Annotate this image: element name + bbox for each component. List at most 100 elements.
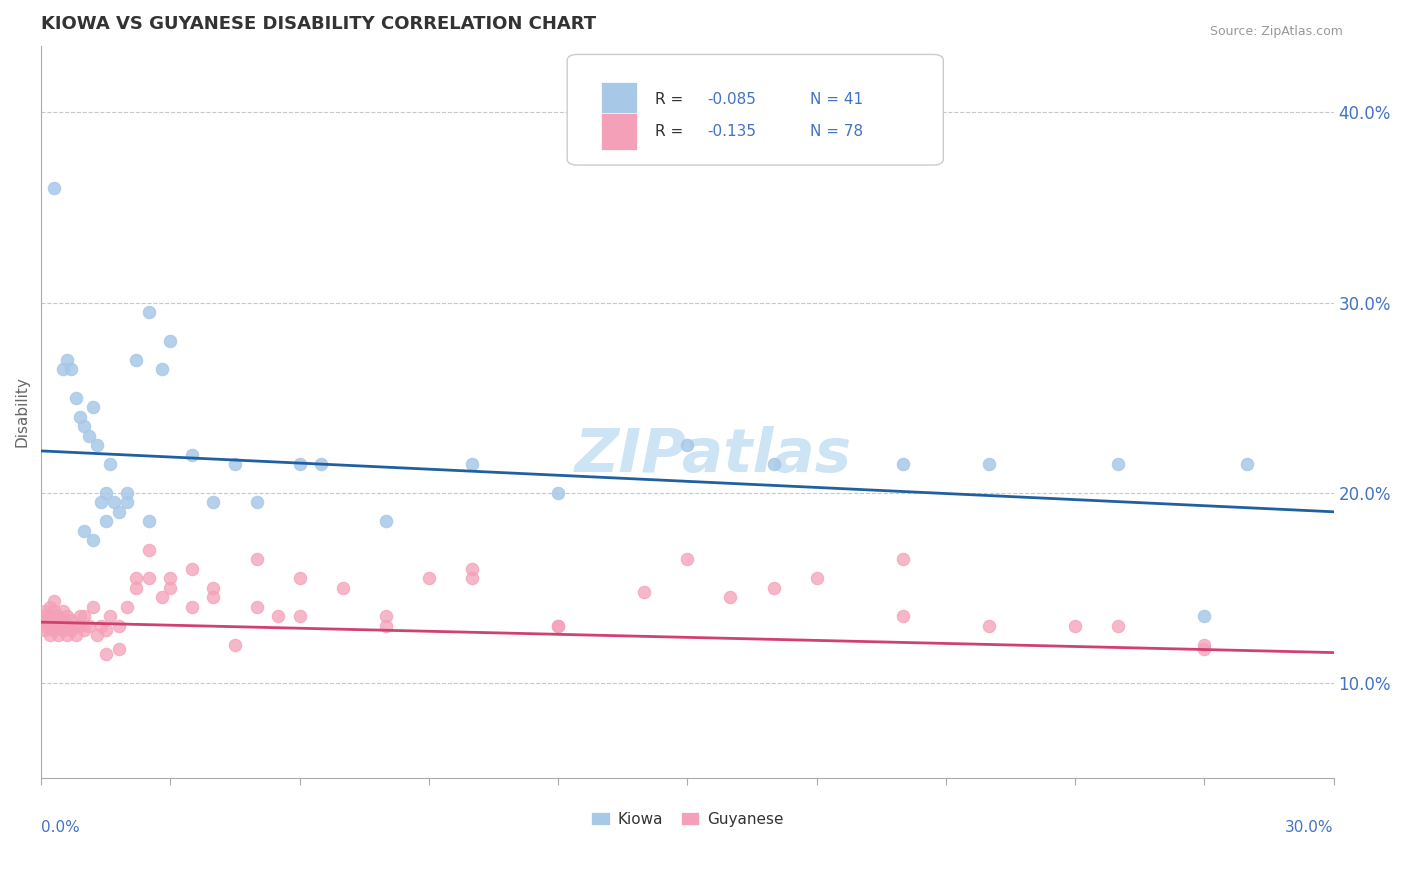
Point	[676, 438, 699, 452]
Point	[1194, 609, 1216, 624]
Point	[94, 623, 117, 637]
Point	[52, 615, 75, 629]
Point	[224, 457, 246, 471]
Point	[180, 562, 202, 576]
Point	[125, 352, 148, 367]
Point	[138, 571, 160, 585]
Point	[461, 457, 484, 471]
Point	[82, 533, 104, 548]
Point	[52, 604, 75, 618]
Point	[159, 571, 181, 585]
Point	[103, 495, 125, 509]
Point	[69, 409, 91, 424]
Point	[52, 362, 75, 376]
Point	[46, 609, 69, 624]
Point	[1107, 619, 1129, 633]
Point	[65, 628, 87, 642]
Point	[65, 391, 87, 405]
Point	[288, 571, 311, 585]
Point	[107, 641, 129, 656]
Point	[374, 514, 396, 528]
Point	[56, 609, 79, 624]
Point	[38, 609, 60, 624]
Point	[762, 457, 785, 471]
Point	[977, 619, 1000, 633]
Point	[245, 599, 267, 614]
Point	[418, 571, 440, 585]
Point	[288, 457, 311, 471]
Point	[138, 514, 160, 528]
Point	[73, 623, 96, 637]
Y-axis label: Disability: Disability	[15, 376, 30, 448]
Point	[82, 400, 104, 414]
Point	[42, 613, 65, 627]
Point	[374, 619, 396, 633]
Point	[125, 581, 148, 595]
Point	[309, 457, 332, 471]
Point	[60, 623, 83, 637]
Point	[77, 428, 100, 442]
Point	[65, 619, 87, 633]
Point	[52, 623, 75, 637]
Point	[107, 619, 129, 633]
Point	[56, 352, 79, 367]
Point	[94, 648, 117, 662]
Point	[1107, 457, 1129, 471]
Text: -0.135: -0.135	[707, 124, 756, 139]
Point	[180, 599, 202, 614]
FancyBboxPatch shape	[600, 81, 637, 118]
FancyBboxPatch shape	[567, 54, 943, 165]
Text: ZIPatlas: ZIPatlas	[575, 426, 852, 485]
Point	[60, 613, 83, 627]
Point	[38, 619, 60, 633]
Point	[117, 485, 139, 500]
Point	[891, 457, 914, 471]
Point	[267, 609, 290, 624]
Text: R =: R =	[655, 93, 688, 107]
Point	[245, 495, 267, 509]
Point	[1194, 641, 1216, 656]
Point	[1064, 619, 1087, 633]
Point	[69, 609, 91, 624]
Point	[288, 609, 311, 624]
Point	[138, 542, 160, 557]
Point	[73, 609, 96, 624]
Point	[150, 591, 173, 605]
Point	[56, 628, 79, 642]
Point	[547, 485, 569, 500]
Point	[42, 181, 65, 195]
Text: 0.0%: 0.0%	[41, 820, 80, 835]
Point	[98, 457, 121, 471]
Point	[180, 448, 202, 462]
Point	[73, 524, 96, 538]
Point	[374, 609, 396, 624]
Point	[90, 619, 112, 633]
Point	[86, 628, 108, 642]
Point	[117, 599, 139, 614]
Point	[224, 638, 246, 652]
Point	[676, 552, 699, 566]
Point	[77, 619, 100, 633]
Point	[547, 619, 569, 633]
Point	[38, 599, 60, 614]
Point	[762, 581, 785, 595]
Point	[98, 609, 121, 624]
Point	[38, 628, 60, 642]
Legend: Kiowa, Guyanese: Kiowa, Guyanese	[585, 805, 790, 833]
Point	[150, 362, 173, 376]
Point	[82, 599, 104, 614]
Point	[34, 623, 56, 637]
Point	[46, 619, 69, 633]
Point	[461, 562, 484, 576]
Point	[461, 571, 484, 585]
Point	[159, 581, 181, 595]
Point	[332, 581, 354, 595]
Point	[42, 623, 65, 637]
Text: Source: ZipAtlas.com: Source: ZipAtlas.com	[1209, 25, 1343, 38]
Point	[34, 619, 56, 633]
Point	[69, 619, 91, 633]
Point	[891, 552, 914, 566]
FancyBboxPatch shape	[600, 113, 637, 150]
Point	[34, 604, 56, 618]
Point	[720, 591, 742, 605]
